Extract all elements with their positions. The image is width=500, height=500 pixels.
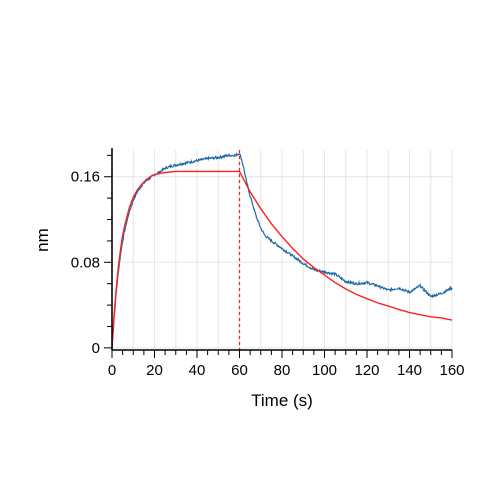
x-tick-label: 140	[397, 362, 422, 379]
x-tick-label: 40	[189, 362, 206, 379]
y-tick-label: 0.16	[71, 169, 100, 186]
x-tick-label: 120	[354, 362, 379, 379]
x-tick-label: 20	[146, 362, 163, 379]
y-tick-label: 0.08	[71, 254, 100, 271]
x-tick-label: 60	[231, 362, 248, 379]
grid-layer	[112, 150, 453, 350]
series-layer	[111, 152, 453, 348]
y-tick-label: 0	[92, 340, 100, 357]
y-axis-label: nm	[33, 228, 52, 252]
x-tick-label: 160	[439, 362, 464, 379]
fit-curve-line	[111, 170, 453, 348]
axis-layer: 0 20 40 60 80 100 120 140 160 0 0.08 0.16	[71, 148, 465, 379]
x-axis-label: Time (s)	[251, 391, 313, 410]
x-tick-label: 80	[274, 362, 291, 379]
measured-response-line	[111, 152, 453, 348]
x-tick-label: 0	[108, 362, 116, 379]
x-tick-label: 100	[312, 362, 337, 379]
